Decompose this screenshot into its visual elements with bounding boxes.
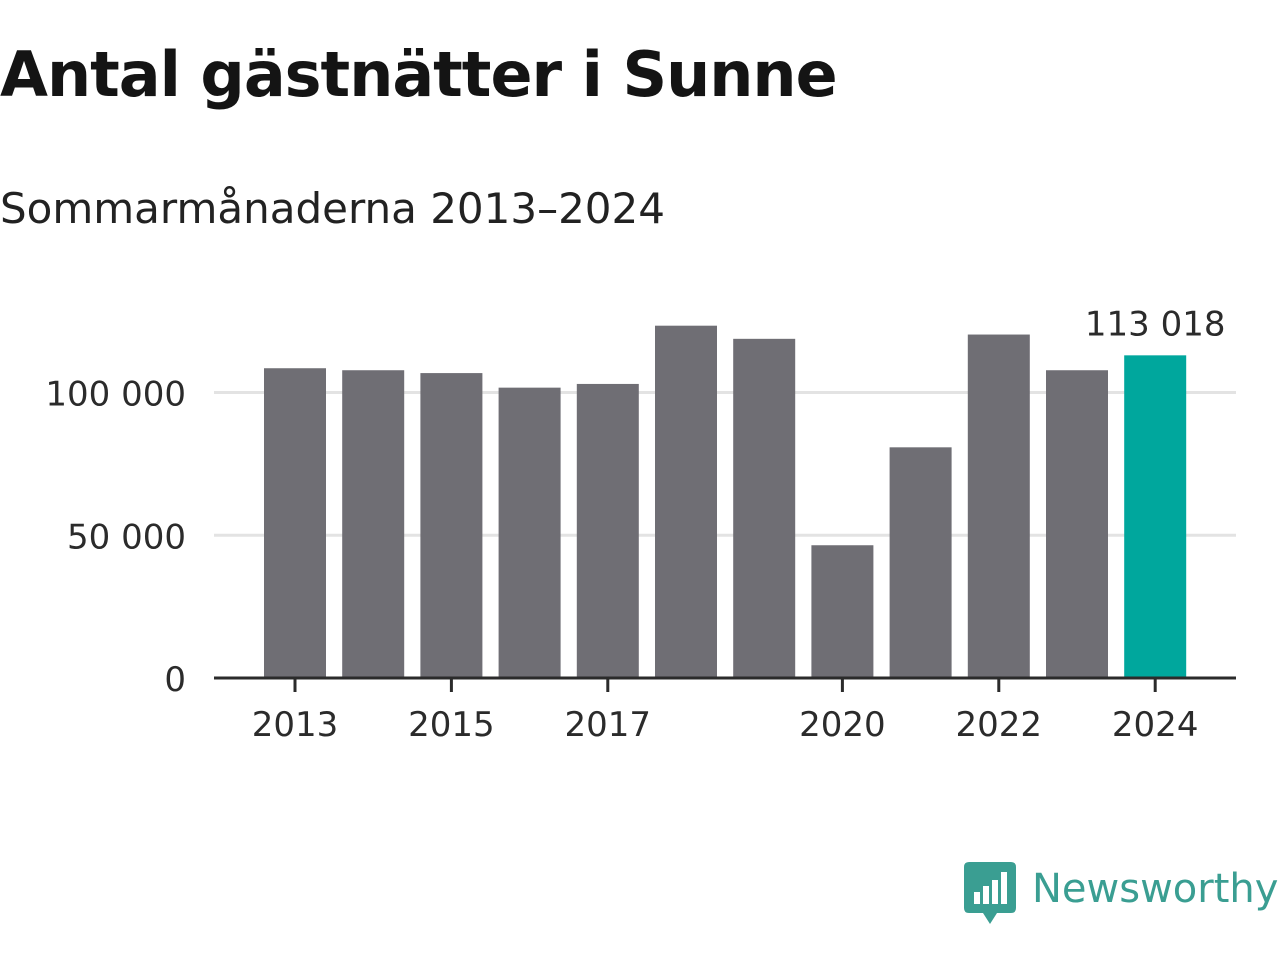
bar-2018	[655, 325, 717, 678]
x-tick-label: 2017	[565, 705, 652, 745]
chart-title: Antal gästnätter i Sunne	[0, 38, 838, 111]
bar-2017	[576, 383, 639, 678]
bar-2013	[264, 368, 326, 678]
bar-2014	[342, 370, 405, 678]
y-tick-label: 50 000	[67, 517, 186, 557]
x-tick-label: 2020	[799, 705, 886, 745]
bar-chart-speech-bubble-icon	[964, 862, 1016, 924]
x-tick-label: 2015	[408, 705, 495, 745]
y-tick-label: 100 000	[45, 375, 186, 415]
newsworthy-logo: Newsworthy	[964, 862, 1278, 926]
chart-subtitle: Sommarmånaderna 2013–2024	[0, 184, 665, 233]
bar-2020	[811, 545, 874, 678]
labels: 0 50 000 100 000 2013 2015 2017 2020 2022 2024 11…	[45, 304, 1225, 745]
axes	[214, 676, 1236, 692]
bar-2024	[1124, 355, 1187, 678]
x-tick-label: 2024	[1112, 705, 1199, 745]
y-tick-label: 0	[164, 660, 186, 700]
bar-2021	[889, 447, 952, 678]
x-tick-label: 2022	[956, 705, 1043, 745]
bar-2016	[498, 387, 561, 678]
bar-2019	[733, 338, 796, 678]
bar-2015	[420, 373, 483, 678]
x-tick-label: 2013	[252, 705, 339, 745]
bar-2022	[967, 334, 1030, 678]
bar-2023	[1046, 370, 1108, 678]
brand-name: Newsworthy	[1032, 866, 1279, 912]
value-label: 113 018	[1085, 304, 1226, 344]
bars	[264, 325, 1187, 678]
